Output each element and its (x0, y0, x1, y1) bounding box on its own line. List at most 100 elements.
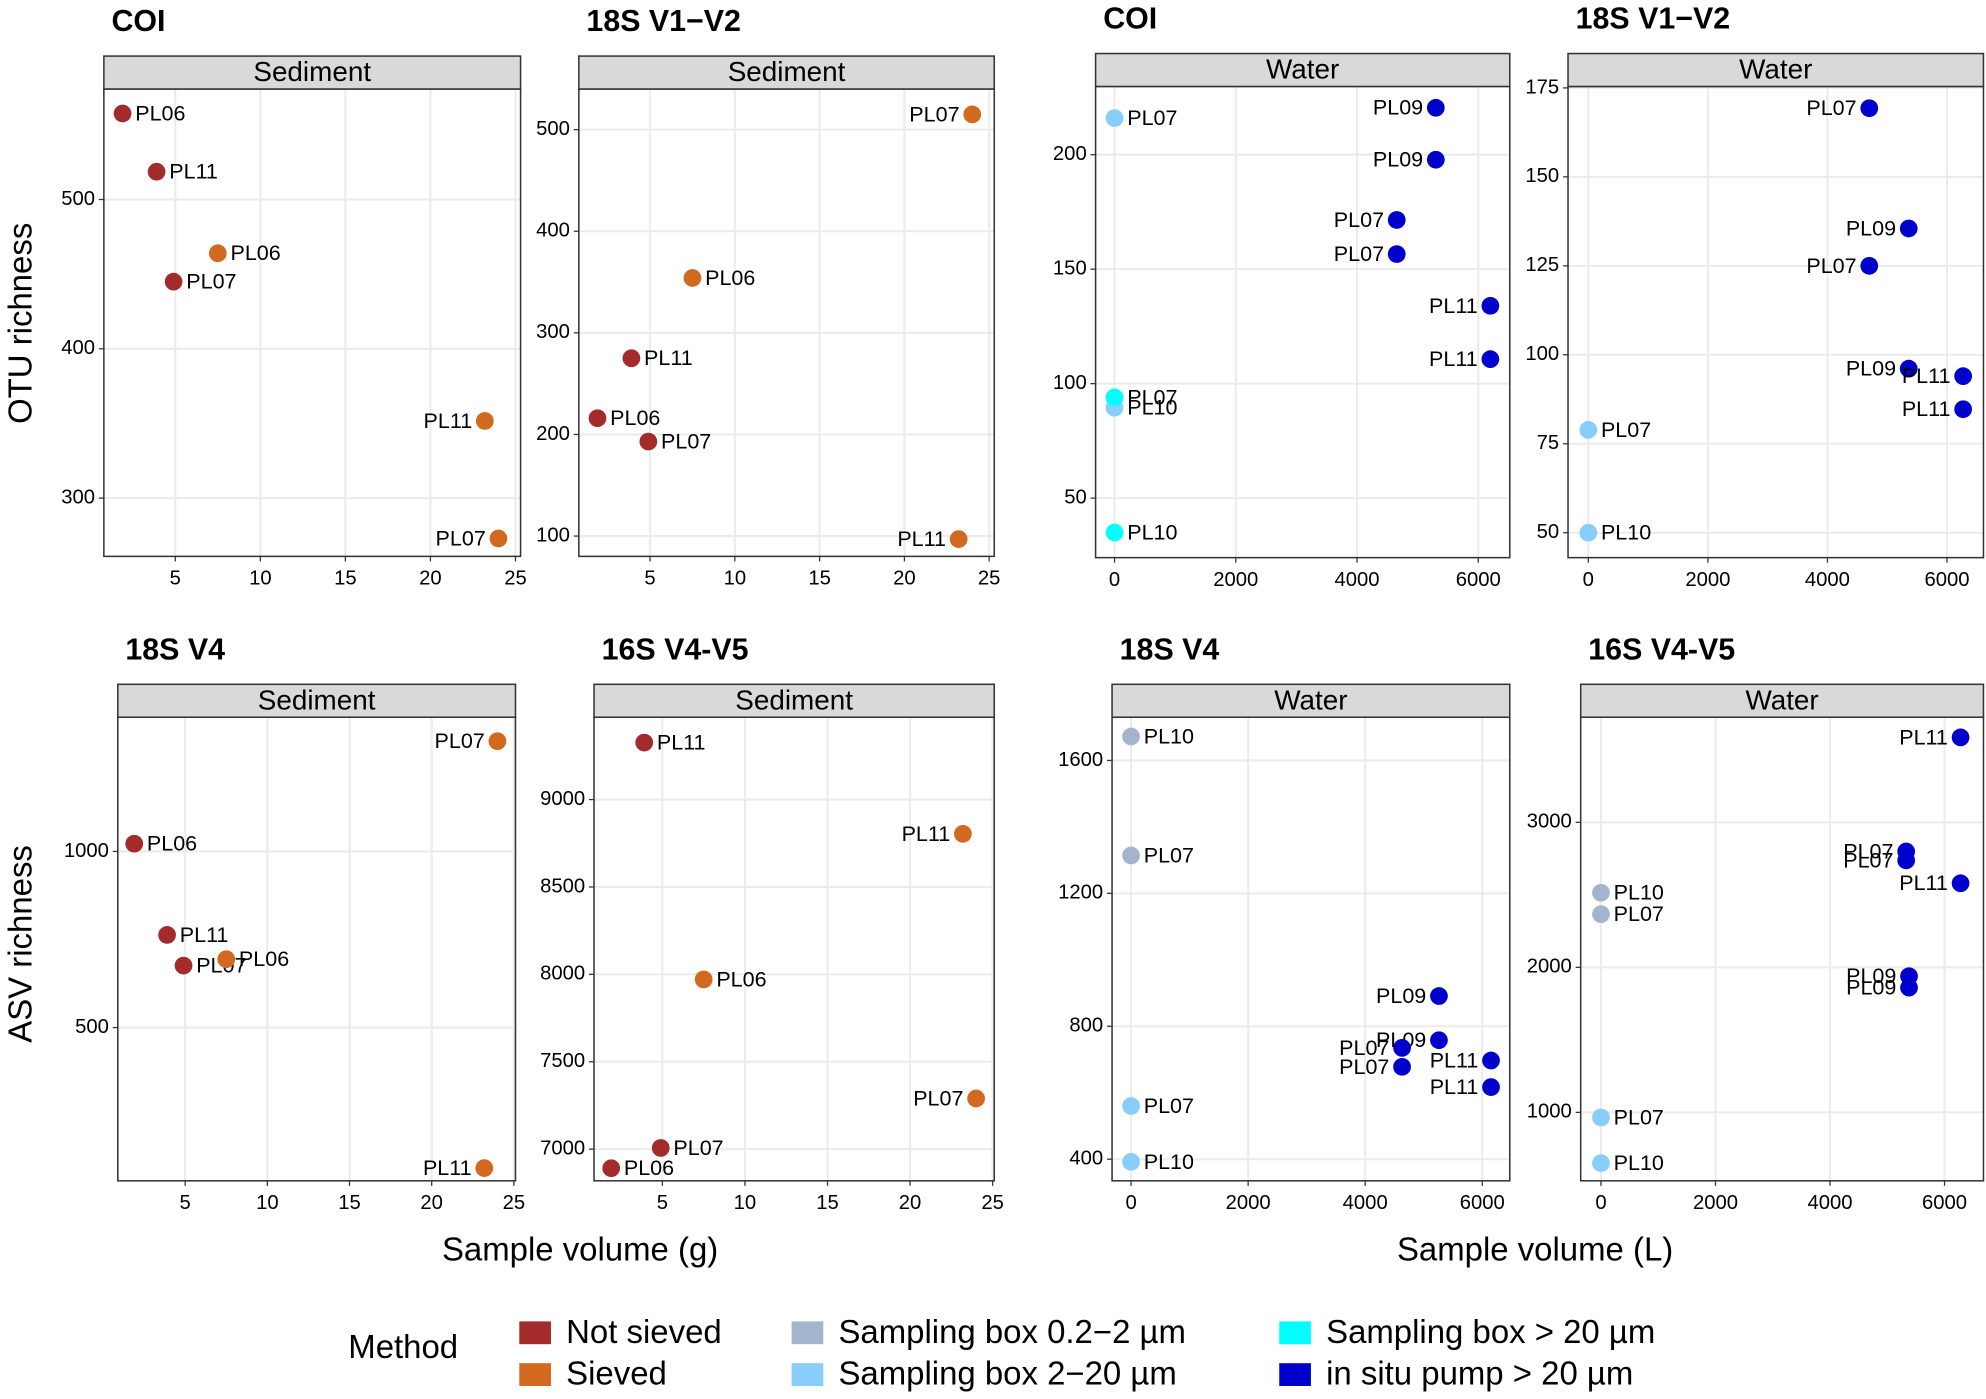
point-label: PL07 (909, 102, 959, 126)
legend-key (791, 1363, 824, 1386)
panel-title: COI (1103, 2, 1157, 36)
point-label: PL07 (1843, 848, 1893, 872)
point (1387, 245, 1406, 263)
x-tick-label: 2000 (1213, 569, 1258, 591)
point (1951, 728, 1970, 747)
facet-label: Water (1739, 54, 1812, 85)
point (1426, 98, 1445, 117)
legend-label: Sampling box 0.2−2 µm (838, 1313, 1185, 1350)
x-tick-label: 2000 (1693, 1192, 1738, 1214)
point-label: PL11 (1429, 347, 1478, 371)
y-tick-label: 100 (1525, 343, 1559, 365)
point (1951, 874, 1970, 893)
legend-key (519, 1363, 551, 1386)
point (622, 349, 641, 368)
point-label: PL09 (1846, 976, 1896, 1000)
point-label: PL07 (1127, 106, 1177, 130)
point (1122, 1097, 1140, 1115)
facet-label: Sediment (728, 56, 846, 87)
point-label: PL07 (436, 526, 486, 550)
x-tick-label: 0 (1595, 1192, 1606, 1214)
point (1481, 296, 1500, 315)
x-tick-label: 25 (981, 1192, 1004, 1214)
point (1426, 150, 1445, 169)
point (113, 104, 132, 123)
facet-label: Water (1745, 684, 1818, 715)
point-label: PL11 (424, 409, 473, 433)
legend-title: Method (348, 1328, 458, 1365)
point-label: PL07 (913, 1086, 963, 1110)
panel-title: 18S V4 (1120, 632, 1220, 666)
point (602, 1159, 621, 1178)
plot-background (1095, 86, 1510, 558)
point (488, 732, 507, 751)
point-label: PL10 (1601, 521, 1651, 545)
point (683, 269, 702, 287)
x-tick-label: 15 (808, 568, 831, 590)
point (217, 950, 236, 969)
legend-label: Sampling box > 20 µm (1326, 1313, 1655, 1350)
point (635, 733, 654, 752)
y-tick-label: 7500 (540, 1050, 585, 1072)
point (1393, 1039, 1411, 1057)
x-tick-label: 10 (724, 568, 747, 590)
x-tick-label: 0 (1109, 569, 1120, 591)
panel-title: COI (111, 4, 165, 38)
x-tick-label: 6000 (1924, 569, 1969, 591)
x-tick-label: 6000 (1460, 1192, 1505, 1214)
point-label: PL10 (1144, 1150, 1194, 1174)
point-label: PL11 (1902, 397, 1951, 421)
y-tick-label: 125 (1525, 254, 1559, 276)
y-tick-label: 75 (1537, 432, 1560, 454)
x-tick-label: 5 (657, 1192, 668, 1214)
y-tick-label: 1000 (64, 840, 109, 862)
facet-label: Sediment (258, 684, 376, 715)
point-label: PL09 (1373, 96, 1423, 120)
y-tick-label: 400 (61, 337, 95, 359)
y-tick-label: 8000 (540, 963, 585, 985)
point (1122, 846, 1140, 865)
point-label: PL06 (624, 1156, 674, 1180)
y-tick-label: 400 (536, 220, 570, 242)
point-label: PL10 (1127, 396, 1177, 420)
legend-label: Not sieved (566, 1313, 722, 1350)
x-tick-label: 20 (419, 568, 442, 590)
point-label: PL07 (1806, 254, 1856, 278)
y-axis-label: OTU richness (2, 223, 39, 424)
point-label: PL07 (1806, 96, 1856, 120)
x-tick-label: 6000 (1456, 569, 1501, 591)
point (1592, 883, 1610, 902)
point (639, 432, 658, 451)
y-tick-label: 100 (536, 524, 570, 546)
point-label: PL07 (1614, 902, 1664, 926)
y-tick-label: 300 (61, 487, 95, 509)
point (1105, 388, 1124, 407)
y-tick-label: 50 (1537, 521, 1560, 543)
point-label: PL07 (1614, 1105, 1664, 1129)
point (147, 162, 166, 181)
point-label: PL11 (1902, 364, 1951, 388)
point (588, 409, 607, 428)
y-tick-label: 500 (536, 118, 570, 140)
y-tick-label: 50 (1064, 486, 1087, 508)
x-tick-label: 5 (180, 1192, 191, 1214)
x-tick-label: 4000 (1334, 569, 1379, 591)
point (1105, 523, 1124, 542)
y-tick-label: 150 (1525, 165, 1559, 187)
point-label: PL07 (1334, 208, 1384, 232)
x-tick-label: 0 (1125, 1192, 1136, 1214)
point-label: PL07 (661, 430, 711, 454)
point-label: PL07 (1144, 843, 1194, 867)
x-tick-label: 4000 (1343, 1192, 1388, 1214)
facet-label: Sediment (253, 56, 371, 87)
x-tick-label: 4000 (1805, 569, 1850, 591)
x-tick-label: 20 (893, 568, 916, 590)
legend-key (1279, 1321, 1311, 1345)
point (651, 1139, 670, 1157)
x-tick-label: 15 (816, 1192, 839, 1214)
facet-strip (103, 55, 522, 90)
x-tick-label: 10 (256, 1192, 279, 1214)
legend-key (1279, 1363, 1311, 1386)
